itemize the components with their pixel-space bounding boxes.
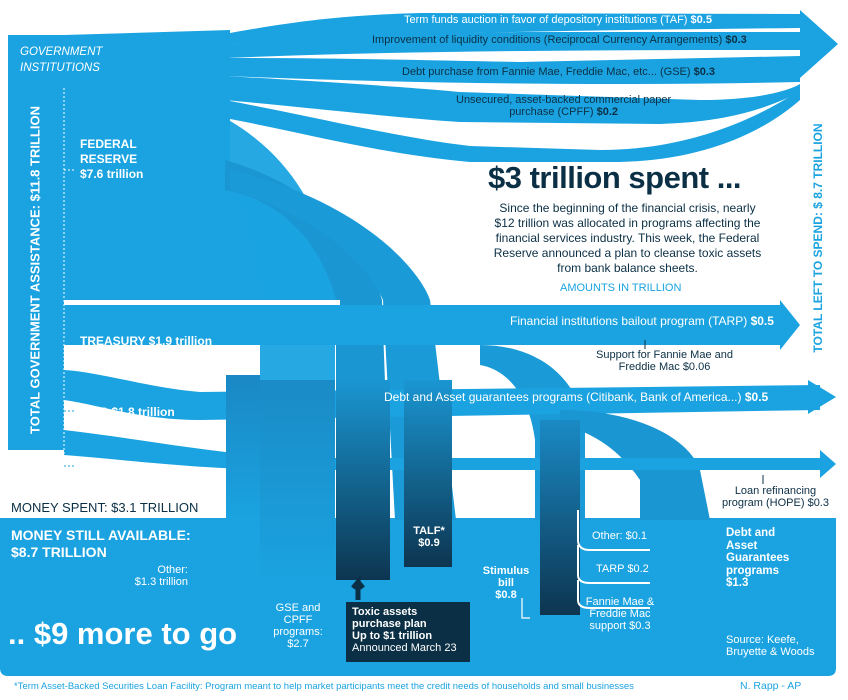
toxic-program-label: Toxic assets purchase plan Up to $1 tril…	[352, 606, 457, 654]
fed-program-taf: Term funds auction in favor of depositor…	[404, 14, 712, 26]
intro-line2: $12 trillion was allocated in programs a…	[494, 216, 761, 230]
fed-program-cpff: Unsecured, asset-backed commercial paper…	[456, 94, 672, 118]
toxic-label-box	[346, 602, 470, 662]
gov-institutions-line1: GOVERNMENT	[20, 46, 103, 58]
intro-line3: financial services industry. This week, …	[495, 231, 760, 245]
fed-arrow-head	[800, 10, 838, 78]
stimulus-label: Stimulus bill $0.8	[482, 565, 530, 601]
talf-column	[404, 380, 452, 567]
talf-program-label: TALF* $0.9	[413, 525, 445, 549]
gse-program-label: GSE and CPFF programs: $2.7	[273, 602, 323, 650]
units-label: AMOUNTS IN TRILLION	[560, 282, 682, 294]
fed-program-gse: Debt purchase from Fannie Mae, Freddie M…	[402, 66, 716, 78]
total-assistance-label: TOTAL GOVERNMENT ASSISTANCE: $11.8 TRILL…	[27, 106, 43, 434]
gov-institutions-line2: INSTITUTIONS	[20, 62, 100, 74]
credit: N. Rapp - AP	[740, 680, 802, 692]
treasury-other-label: Other: $0.1	[592, 530, 648, 542]
treasury-band	[64, 305, 780, 345]
fdic-label: FDIC $1.8 trillion	[80, 405, 175, 419]
stimulus-column	[540, 420, 580, 615]
footnote: *Term Asset-Backed Securities Loan Facil…	[14, 681, 634, 692]
other-program-label: Other: $1.3 trillion	[134, 564, 188, 588]
hud-arrow	[820, 450, 836, 478]
fed-stream-talf	[230, 170, 456, 520]
fannie-support-label: Support for Fannie Mae and Freddie Mac $…	[596, 349, 733, 373]
fed-cpff-flow	[225, 76, 800, 124]
treasury-arrow	[780, 300, 800, 350]
toxic-up-arrow	[351, 575, 365, 600]
toxic-column	[336, 380, 390, 580]
treasury-label: TREASURY $1.9 trillion	[80, 334, 213, 348]
fed-amount: $7.6 trillion	[80, 167, 144, 181]
gse-column	[260, 380, 335, 580]
money-available-line2: $8.7 TRILLION	[11, 544, 107, 560]
treasury-fannie-label: Fannie Mae & Freddie Mac support $0.3	[585, 596, 655, 632]
hope-label: Loan refinancing program (HOPE) $0.3	[722, 485, 829, 509]
fed-line1: FEDERAL	[80, 137, 137, 151]
page-title: $3 trillion spent ...	[488, 160, 742, 195]
fdic-arrow	[808, 380, 836, 414]
fdic-program-label: Debt and Asset guarantees programs (Citi…	[384, 390, 769, 404]
fed-other-flow	[225, 90, 800, 162]
other-column	[226, 375, 260, 518]
treasury-tarp-label: TARP $0.2	[596, 563, 649, 575]
intro-line5: from bank balance sheets.	[557, 261, 698, 275]
hud-label: HUD	[80, 460, 104, 472]
fed-rca-flow	[225, 32, 800, 58]
institutions-trunk	[8, 35, 64, 450]
more-to-go-label: .. $9 more to go	[8, 616, 238, 651]
guarantees-label: Debt and Asset Guarantees programs $1.3	[726, 527, 790, 589]
treasury-sub-lines	[577, 510, 650, 609]
fed-line2: RESERVE	[80, 152, 138, 166]
available-band	[0, 518, 836, 676]
source-label: Source: Keefe, Bruyette & Woods	[726, 634, 815, 658]
tarp-label: Financial institutions bailout program (…	[510, 314, 774, 328]
fed-program-rca: Improvement of liquidity conditions (Rec…	[372, 34, 747, 46]
intro-line4: Reserve announced a plan to cleanse toxi…	[493, 246, 762, 260]
total-left-label: TOTAL LEFT TO SPEND: $ 8.7 TRILLION	[811, 123, 825, 353]
money-available-line1: MONEY STILL AVAILABLE:	[11, 527, 191, 543]
money-spent-label: MONEY SPENT: $3.1 TRILLION	[11, 500, 199, 515]
intro-line1: Since the beginning of the financial cri…	[499, 201, 756, 215]
fed-gse-flow	[225, 56, 800, 84]
fed-program-other: Other $0.4	[535, 137, 587, 149]
